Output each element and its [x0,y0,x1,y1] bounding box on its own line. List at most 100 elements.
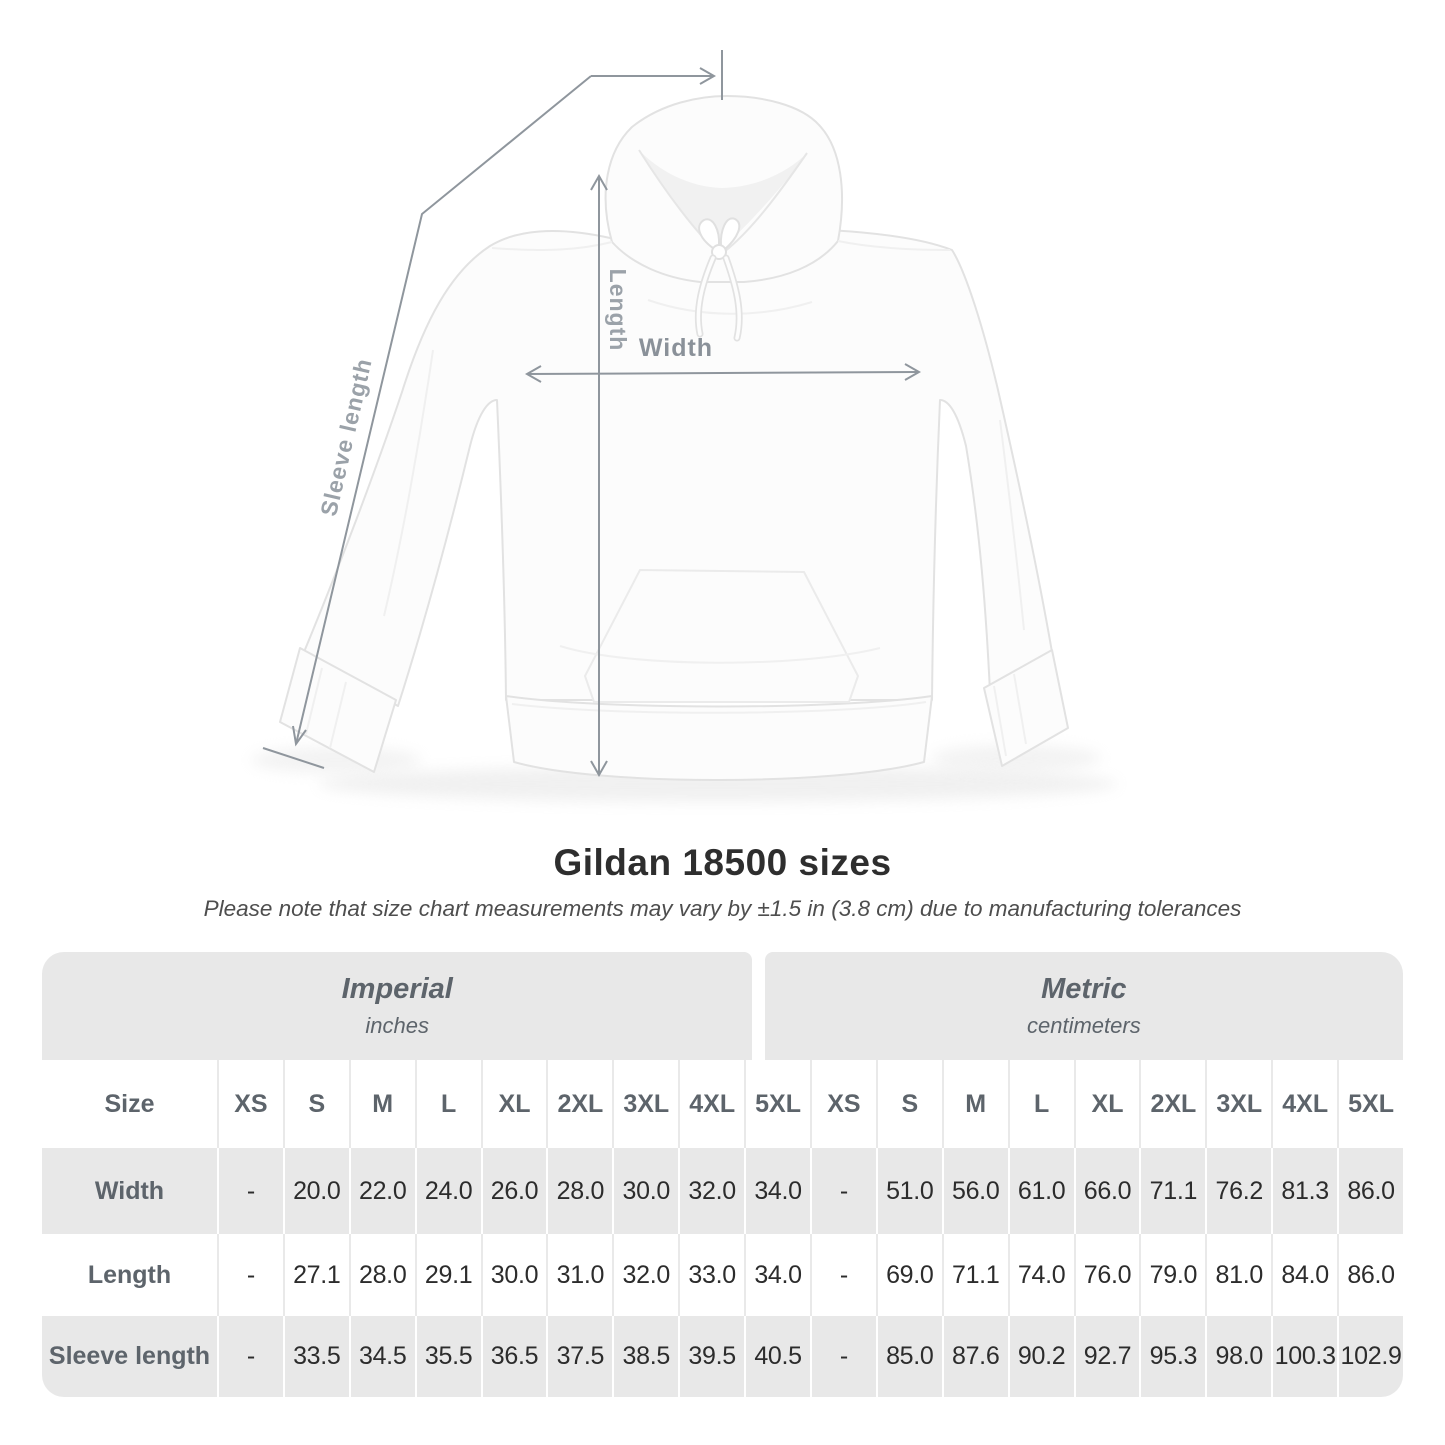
width-metric-value: 51.0 [875,1148,942,1234]
size-column-header: M [348,1060,415,1148]
width-arrowhead-left [524,365,542,383]
imperial-unit: inches [365,1013,430,1038]
width-label: Width [639,334,713,362]
metric-unit: centimeters [1026,1013,1141,1038]
size-column-header: 4XL [1271,1060,1337,1148]
width-metric-value: 56.0 [941,1148,1008,1234]
length-label: Length [605,269,631,352]
sleeve-row-label: Sleeve length [48,1342,211,1370]
width-line [526,371,920,375]
hoodie-body [303,226,1053,707]
length-metric-value: 74.0 [1007,1234,1074,1316]
fabric-wrinkles [305,240,1027,757]
sleeve-imperial-value: 35.5 [414,1316,481,1397]
width-metric-value: 81.3 [1271,1148,1337,1234]
metric-title: Metric [1041,973,1127,1005]
sleeve-imperial-value: - [217,1316,283,1397]
sleeve-metric-value: - [809,1316,876,1397]
width-metric-value: 86.0 [1337,1148,1403,1234]
length-row-label: Length [87,1260,172,1289]
sleeve-end-tick [262,747,325,769]
size-column-header: L [1007,1060,1074,1148]
sleeve-length-row: Sleeve length -33.5 34.5 35.5 36.5 37.5 38.5 3… [42,1316,1403,1397]
size-column-header: XS [217,1060,283,1148]
width-imperial-value: - [217,1148,283,1234]
sleeve-imperial-value: 40.5 [744,1316,810,1397]
length-imperial-value: 31.0 [546,1234,612,1316]
length-imperial-value: 34.0 [744,1234,810,1316]
imperial-title: Imperial [341,973,453,1005]
page-title: Gildan 18500 sizes [553,842,892,883]
size-row-label: Size [104,1089,155,1118]
size-column-header: XL [1073,1060,1140,1148]
sleeve-imperial-value: 34.5 [348,1316,415,1397]
length-metric-value: 84.0 [1271,1234,1337,1316]
width-imperial-value: 22.0 [348,1148,415,1234]
metric-section-header: Metric centimeters [764,952,1403,1060]
sleeve-length-line [295,75,592,745]
sleeve-imperial-value: 39.5 [678,1316,744,1397]
length-imperial-value: - [217,1234,283,1316]
sleeve-metric-value: 100.3 [1271,1316,1337,1397]
measurement-annotations [262,50,922,778]
sleeve-imperial-value: 37.5 [546,1316,612,1397]
size-column-header: 5XL [744,1060,810,1148]
width-imperial-value: 20.0 [282,1148,349,1234]
size-column-header: 4XL [678,1060,744,1148]
left-cuff [279,647,397,773]
length-imperial-value: 27.1 [282,1234,349,1316]
size-column-header: XS [809,1060,876,1148]
size-column-header: XL [480,1060,547,1148]
width-metric-value: 61.0 [1007,1148,1074,1234]
length-metric-value: 76.0 [1073,1234,1140,1316]
width-imperial-value: 30.0 [612,1148,678,1234]
length-arrowhead-bottom [590,760,608,778]
unit-system-header-row: Imperial inches Metric centimeters [42,952,1403,1060]
imperial-section-header: Imperial inches [42,952,753,1060]
hood-interior [639,150,807,253]
width-metric-value: 76.2 [1205,1148,1271,1234]
length-metric-value: 86.0 [1337,1234,1403,1316]
hem-band [505,695,933,781]
length-imperial-value: 30.0 [480,1234,547,1316]
length-imperial-value: 29.1 [414,1234,481,1316]
width-imperial-value: 24.0 [414,1148,481,1234]
width-imperial-value: 26.0 [480,1148,547,1234]
sleeve-imperial-value: 33.5 [282,1316,349,1397]
width-metric-value: - [809,1148,876,1234]
width-imperial-value: 34.0 [744,1148,810,1234]
size-header-row: Size XS S M L XL 2XL 3XL 4XL 5XL XS S M L XL 2XL 3XL 4X… [42,1060,1403,1148]
size-column-header: M [941,1060,1008,1148]
length-metric-value: 71.1 [941,1234,1008,1316]
kangaroo-pocket [584,569,859,703]
length-row: Length -27.1 28.0 29.1 30.0 31.0 32.0 33.0 34.0… [42,1234,1403,1316]
sleeve-imperial-value: 36.5 [480,1316,547,1397]
width-metric-value: 66.0 [1073,1148,1140,1234]
width-imperial-value: 32.0 [678,1148,744,1234]
size-column-header: S [282,1060,349,1148]
right-cuff [983,649,1069,767]
sleeve-metric-value: 98.0 [1205,1316,1271,1397]
width-metric-value: 71.1 [1139,1148,1205,1234]
size-column-header: 5XL [1337,1060,1403,1148]
size-column-header: 3XL [1205,1060,1271,1148]
drawstring-tails-highlight [696,256,741,340]
size-column-header: 3XL [612,1060,678,1148]
hoodie-measurement-diagram: Length Width Sleeve length [251,50,1118,802]
size-column-header: L [414,1060,481,1148]
size-column-header: S [875,1060,942,1148]
length-metric-value: 79.0 [1139,1234,1205,1316]
length-metric-value: 81.0 [1205,1234,1271,1316]
sleeve-metric-value: 85.0 [875,1316,942,1397]
length-arrowhead-top [590,173,608,191]
sleeve-end-arrowhead [292,725,307,747]
width-row: Width -20.0 22.0 24.0 26.0 28.0 30.0 32.0 34.0 … [42,1148,1403,1234]
length-imperial-value: 28.0 [348,1234,415,1316]
sleeve-metric-value: 87.6 [941,1316,1008,1397]
ground-shadow [251,745,1118,802]
sleeve-imperial-value: 38.5 [612,1316,678,1397]
length-metric-value: - [809,1234,876,1316]
size-column-header: 2XL [546,1060,612,1148]
sleeve-metric-value: 92.7 [1073,1316,1140,1397]
